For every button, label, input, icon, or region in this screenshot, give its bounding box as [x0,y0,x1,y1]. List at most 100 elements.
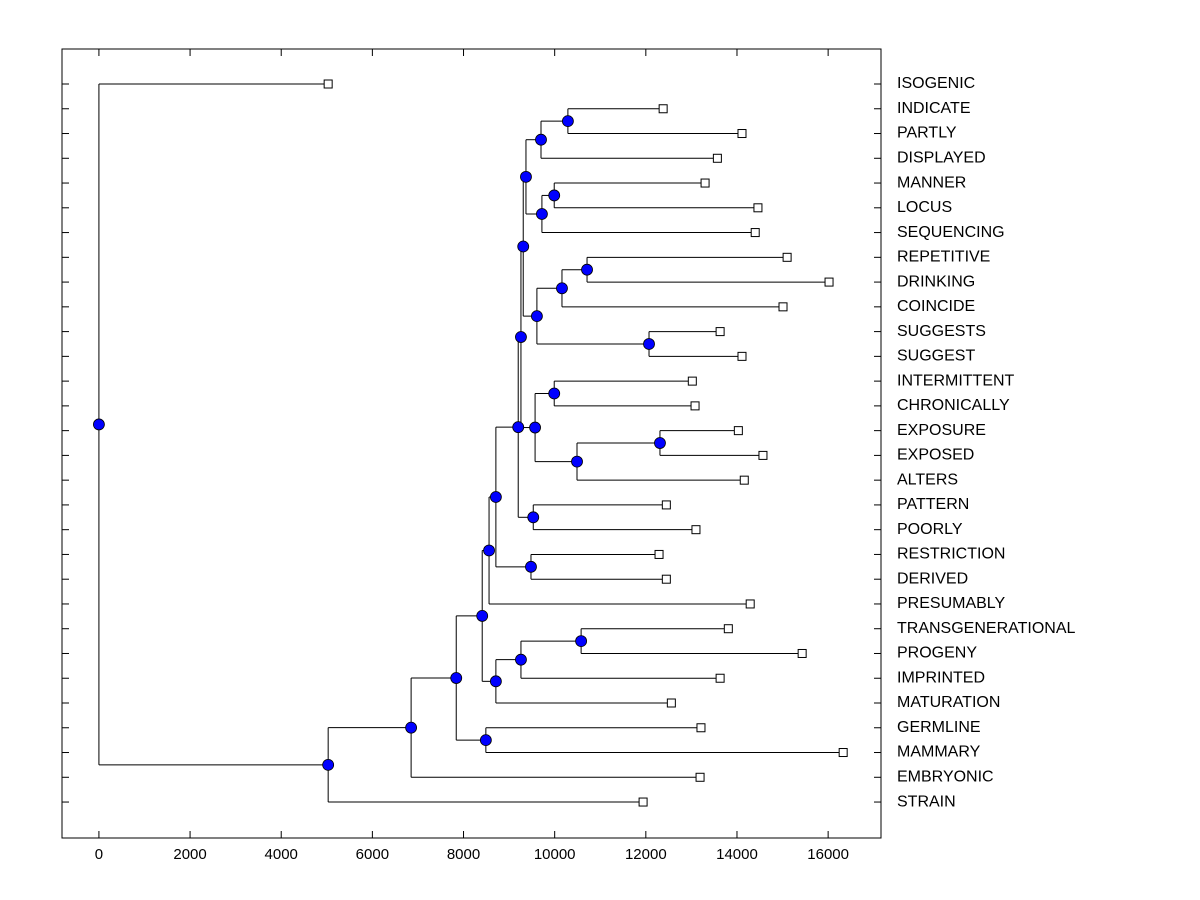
leaf-marker [638,797,648,807]
leaf-marker [797,648,807,658]
leaf-marker [695,772,705,782]
leaf-label: SUGGEST [897,348,975,365]
nodes [93,79,848,807]
leaf-marker [666,698,676,708]
leaf-marker [715,327,725,337]
labels: 0 2000 4000 6000 8000 10000 12000 14000 16000 ISO… [62,49,1076,863]
x-tick-label: 8000 [447,846,480,863]
leaf-marker [700,178,710,188]
leaf-label: STRAIN [897,793,956,810]
leaf-marker [745,599,755,609]
leaf-marker [838,748,848,758]
leaf-marker [737,129,747,139]
leaf-marker [690,401,700,411]
node-marker [405,721,418,734]
leaf-marker [753,203,763,213]
leaf-marker [739,475,749,485]
node-marker [450,672,463,684]
x-tick-label: 14000 [716,846,758,863]
leaf-label: EXPOSED [897,447,974,464]
node-marker [483,544,495,557]
node-marker [322,758,335,771]
leaf-marker [758,450,768,460]
leaf-marker [323,79,333,89]
leaf-label: RESTRICTION [897,546,1005,563]
node-marker [643,338,655,350]
leaf-label: MAMMARY [897,744,981,761]
node-marker [548,387,561,400]
node-marker [525,560,537,573]
node-marker [520,170,532,183]
leaf-marker [696,723,706,733]
x-tick-label: 6000 [356,846,389,863]
x-tick-label: 4000 [265,846,298,863]
leaf-label: EMBRYONIC [897,768,994,785]
leaf-label: DRINKING [897,273,975,290]
leaf-marker [654,549,664,559]
leaf-marker [712,153,722,163]
node-marker [536,208,548,220]
leaf-label: COINCIDE [897,298,975,315]
node-marker [93,418,105,431]
leaf-label: PATTERN [897,496,969,513]
leaf-label: MANNER [897,174,966,191]
leaf-marker [723,624,733,634]
node-marker [548,189,561,202]
leaf-marker [782,252,792,262]
node-marker [512,421,525,434]
node-marker [489,675,502,688]
leaf-label: CHRONICALLY [897,397,1010,414]
leaf-label: GERMLINE [897,719,981,736]
leaf-label: SEQUENCING [897,224,1005,241]
node-marker [515,331,527,343]
node-marker [535,133,547,146]
leaf-marker [661,574,671,584]
leaf-marker [824,277,834,287]
x-tick-label: 16000 [807,846,849,863]
node-marker [654,437,666,449]
leaf-marker [687,376,697,386]
node-marker [489,491,502,503]
leaf-label: DISPLAYED [897,149,986,166]
leaf-marker [661,500,671,510]
node-marker [575,635,588,647]
leaf-label: IMPRINTED [897,669,985,686]
node-marker [571,455,583,468]
leaf-label: POORLY [897,521,963,538]
leaf-label: INTERMITTENT [897,372,1015,389]
leaf-label: EXPOSURE [897,422,986,439]
leaf-label: TRANSGENERATIONAL [897,620,1076,637]
x-tick-label: 0 [95,846,103,863]
leaf-label: INDICATE [897,100,970,117]
leaf-label: ALTERS [897,471,958,488]
leaf-label: DERIVED [897,570,968,587]
leaf-marker [715,673,725,683]
node-marker [479,734,492,747]
plot-frame [61,48,882,839]
leaf-marker [778,302,788,312]
node-marker [531,310,543,323]
node-marker [561,115,574,128]
x-tick-label: 10000 [534,846,576,863]
leaf-label: REPETITIVE [897,249,990,266]
leaf-marker [737,351,747,361]
node-marker [517,240,530,253]
leaf-label: PRESUMABLY [897,595,1006,612]
leaf-marker [733,426,743,436]
leaf-marker [750,228,760,238]
leaf-label: PROGENY [897,645,977,662]
leaf-label: PARTLY [897,125,957,142]
node-marker [556,282,568,295]
leaf-label: ISOGENIC [897,75,975,92]
leaf-label: LOCUS [897,199,952,216]
links [98,83,844,803]
leaf-label: SUGGESTS [897,323,986,340]
node-marker [527,511,540,524]
leaf-marker [691,525,701,535]
leaf-label: MATURATION [897,694,1000,711]
node-marker [515,653,527,666]
x-tick-label: 2000 [173,846,206,863]
leaf-marker [658,104,668,114]
x-tick-label: 12000 [625,846,667,863]
